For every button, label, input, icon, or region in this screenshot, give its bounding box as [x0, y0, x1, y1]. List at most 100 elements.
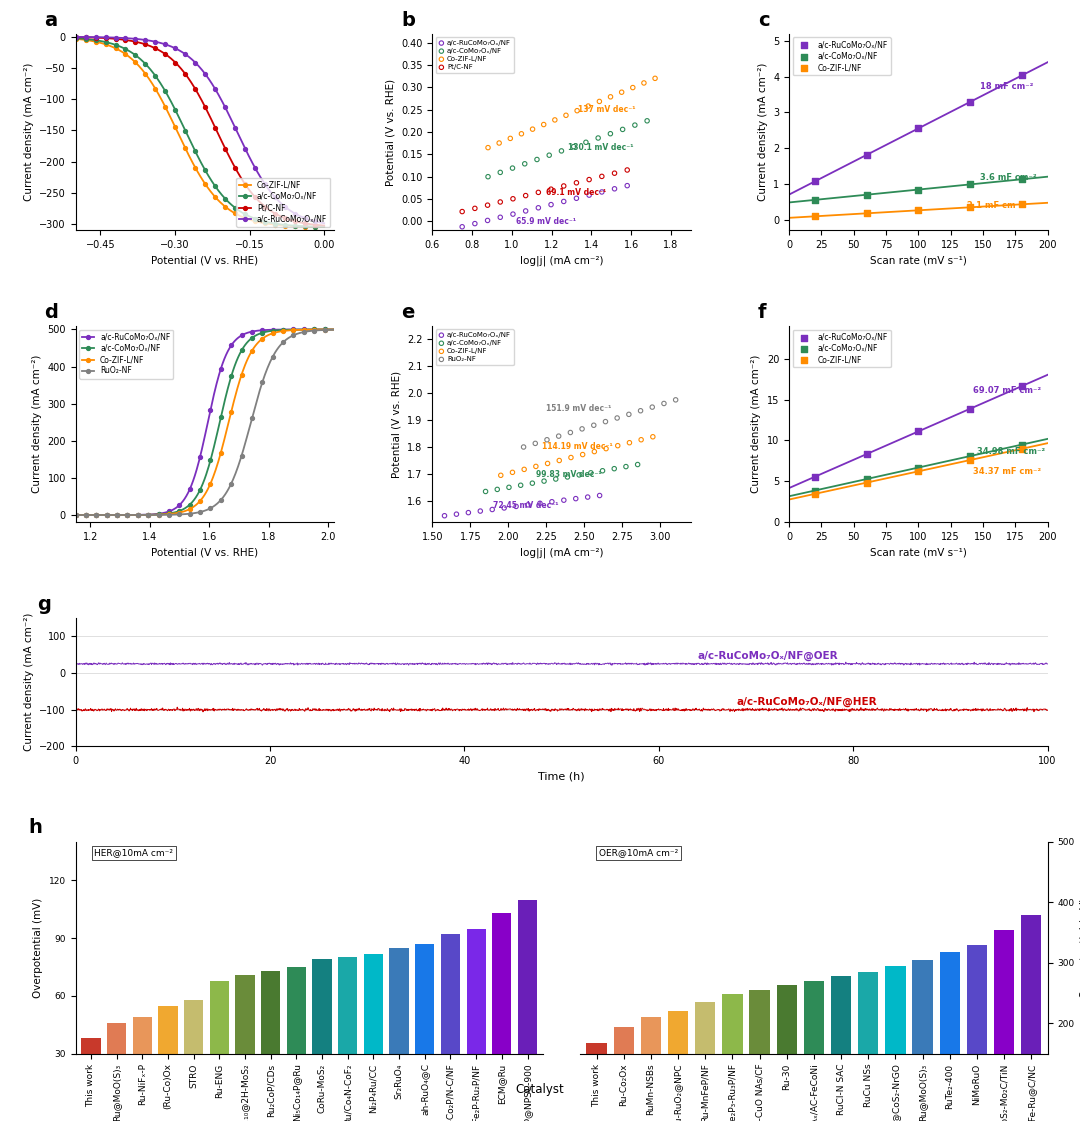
a/c-CoMo₇Oₓ/NF	[327, 323, 340, 336]
Co-ZIF-L/NF	[295, 220, 308, 233]
Bar	[159, 1006, 178, 1112]
a/c-RuCoMo₇Oₓ/NF	[606, 179, 623, 197]
Co-ZIF-L/NF	[216, 197, 229, 211]
Bar	[1021, 915, 1041, 1121]
Bar	[831, 976, 851, 1121]
a/c-RuCoMo₇Oₓ/NF	[619, 177, 636, 195]
Text: f: f	[758, 303, 767, 322]
Line: Co-ZIF-L/NF: Co-ZIF-L/NF	[73, 327, 336, 517]
Text: 65.9 mV dec⁻¹: 65.9 mV dec⁻¹	[516, 217, 576, 226]
a/c-CoMo₇Oₓ/NF	[541, 146, 558, 164]
Text: Catalyst: Catalyst	[515, 1083, 565, 1096]
Bar	[261, 971, 281, 1112]
Pt/C-NF	[318, 219, 330, 232]
Co-ZIF-L/NF	[624, 78, 642, 96]
Co-ZIF-L/NF	[69, 508, 82, 521]
Co-ZIF-L/NF	[527, 457, 544, 475]
Legend: a/c-RuCoMo₇Oₓ/NF, a/c-CoMo₇Oₓ/NF, Co-ZIF-L/NF: a/c-RuCoMo₇Oₓ/NF, a/c-CoMo₇Oₓ/NF, Co-ZIF…	[793, 37, 891, 75]
Bar	[640, 1018, 661, 1121]
a/c-RuCoMo₇Oₓ/NF	[484, 501, 501, 519]
Y-axis label: Current density (mA cm⁻²): Current density (mA cm⁻²)	[757, 63, 768, 201]
RuO₂-NF	[656, 395, 673, 413]
Text: 137 mV dec⁻¹: 137 mV dec⁻¹	[578, 105, 635, 114]
a/c-RuCoMo₇Oₓ/NF	[216, 96, 229, 110]
Pt/C-NF	[491, 193, 509, 211]
a/c-RuCoMo₇Oₓ/NF	[909, 423, 927, 441]
a/c-CoMo₇Oₓ/NF	[69, 31, 82, 45]
Pt/C-NF	[70, 30, 83, 44]
a/c-RuCoMo₇Oₓ/NF	[70, 30, 83, 44]
Text: 34.98 mF cm⁻²: 34.98 mF cm⁻²	[976, 447, 1044, 456]
Co-ZIF-L/NF	[227, 395, 240, 408]
a/c-CoMo₇Oₓ/NF	[287, 323, 300, 336]
Co-ZIF-L/NF	[591, 92, 608, 110]
Co-ZIF-L/NF	[557, 106, 575, 124]
Bar	[441, 934, 460, 1112]
a/c-CoMo₇Oₓ/NF	[524, 474, 541, 492]
Bar	[667, 1011, 688, 1121]
Co-ZIF-L/NF	[217, 198, 230, 212]
Bar	[750, 990, 770, 1121]
RuO₂-NF	[227, 471, 240, 484]
RuO₂-NF	[608, 409, 625, 427]
Bar	[967, 945, 987, 1121]
a/c-CoMo₇Oₓ/NF	[303, 323, 316, 336]
a/c-RuCoMo₇Oₓ/NF	[504, 205, 522, 223]
Bar	[364, 954, 383, 1112]
Co-ZIF-L/NF	[807, 207, 824, 225]
Text: 3.6 mF cm⁻²: 3.6 mF cm⁻²	[981, 173, 1037, 182]
Bar	[81, 1038, 100, 1112]
RuO₂-NF	[585, 416, 603, 434]
Y-axis label: Current density (mA cm⁻²): Current density (mA cm⁻²)	[24, 63, 33, 201]
RuO₂-NF	[620, 406, 637, 424]
Co-ZIF-L/NF	[580, 98, 597, 115]
a/c-CoMo₇Oₓ/NF	[578, 133, 595, 151]
Co-ZIF-L/NF	[70, 33, 83, 46]
Line: RuO₂-NF: RuO₂-NF	[73, 327, 336, 517]
Bar	[133, 1017, 152, 1112]
Co-ZIF-L/NF	[961, 451, 978, 469]
Pt/C-NF	[467, 200, 484, 217]
Line: a/c-CoMo₇Oₓ/NF: a/c-CoMo₇Oₓ/NF	[73, 36, 326, 229]
a/c-RuCoMo₇Oₓ/NF	[542, 196, 559, 214]
Text: 34.37 mF cm⁻²: 34.37 mF cm⁻²	[973, 467, 1041, 476]
Text: h: h	[29, 818, 43, 837]
a/c-RuCoMo₇Oₓ/NF	[568, 189, 585, 207]
RuO₂-NF	[327, 323, 340, 336]
Co-ZIF-L/NF	[524, 120, 541, 138]
Bar	[184, 1000, 203, 1112]
a/c-RuCoMo₇Oₓ/NF	[543, 493, 561, 511]
Y-axis label: Current density (mA cm⁻²): Current density (mA cm⁻²)	[31, 355, 42, 493]
X-axis label: Time (h): Time (h)	[538, 771, 585, 781]
a/c-RuCoMo₇Oₓ/NF	[69, 30, 82, 44]
a/c-RuCoMo₇Oₓ/NF	[807, 467, 824, 485]
Text: 69.07 mF cm⁻²: 69.07 mF cm⁻²	[973, 386, 1041, 395]
Bar	[859, 972, 878, 1121]
Co-ZIF-L/NF	[573, 445, 591, 463]
a/c-CoMo₇Oₓ/NF	[70, 508, 83, 521]
a/c-RuCoMo₇Oₓ/NF	[222, 342, 235, 355]
Bar	[107, 1023, 126, 1112]
Co-ZIF-L/NF	[222, 413, 235, 426]
Legend: a/c-RuCoMo₇Oₓ/NF, a/c-CoMo₇Oₓ/NF, Co-ZIF-L/NF, RuO₂-NF: a/c-RuCoMo₇Oₓ/NF, a/c-CoMo₇Oₓ/NF, Co-ZIF…	[80, 330, 174, 379]
Pt/C-NF	[517, 186, 535, 204]
a/c-CoMo₇Oₓ/NF	[570, 466, 588, 484]
a/c-RuCoMo₇Oₓ/NF	[279, 201, 292, 214]
Co-ZIF-L/NF	[492, 466, 510, 484]
X-axis label: log|j| (mA cm⁻²): log|j| (mA cm⁻²)	[519, 548, 604, 558]
Bar	[777, 985, 797, 1121]
a/c-RuCoMo₇Oₓ/NF	[448, 506, 465, 524]
a/c-CoMo₇Oₓ/NF	[590, 129, 607, 147]
a/c-RuCoMo₇Oₓ/NF	[69, 508, 82, 521]
X-axis label: log|j| (mA cm⁻²): log|j| (mA cm⁻²)	[519, 256, 604, 266]
Co-ZIF-L/NF	[515, 461, 532, 479]
Text: a: a	[44, 11, 57, 30]
Pt/C-NF	[580, 170, 597, 188]
RuO₂-NF	[222, 482, 235, 495]
a/c-CoMo₇Oₓ/NF	[558, 467, 576, 485]
Bar	[492, 914, 512, 1112]
Bar	[518, 900, 537, 1112]
a/c-CoMo₇Oₓ/NF	[480, 168, 497, 186]
a/c-RuCoMo₇Oₓ/NF	[287, 323, 300, 336]
Pt/C-NF	[217, 138, 230, 151]
